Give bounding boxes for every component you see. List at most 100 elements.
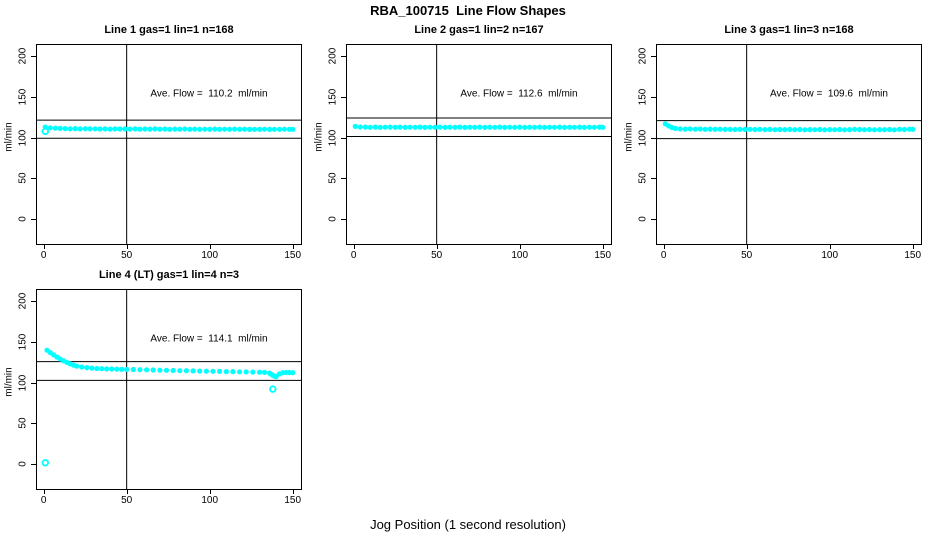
y-tick-label: 200 (17, 47, 29, 64)
data-point (217, 368, 223, 374)
data-point (132, 126, 138, 132)
data-point (512, 124, 518, 130)
data-point (223, 369, 229, 375)
data-point (237, 369, 243, 375)
data-point (437, 124, 443, 130)
data-point (197, 126, 203, 132)
y-tick (31, 341, 36, 343)
outlier-point (269, 385, 277, 393)
data-point (777, 126, 783, 133)
x-tick (292, 244, 294, 249)
data-point (866, 126, 873, 133)
ave-flow-annotation: Ave. Flow = 112.6 ml/min (460, 88, 578, 100)
data-point (407, 124, 413, 130)
x-tick-label: 100 (821, 250, 839, 261)
data-point (507, 124, 513, 130)
ave-flow-annotation: Ave. Flow = 114.1 ml/min (150, 333, 268, 345)
data-point (124, 366, 130, 372)
data-point (266, 126, 273, 132)
data-point (109, 366, 115, 372)
x-tick (436, 244, 438, 249)
data-point (886, 126, 893, 133)
data-point (457, 124, 463, 130)
y-axis-title: ml/min (3, 122, 15, 152)
ave-flow-annotation: Ave. Flow = 109.6 ml/min (770, 88, 888, 100)
data-point (677, 126, 683, 132)
data-point (162, 126, 168, 132)
y-tick-label: 150 (637, 88, 649, 105)
data-point (832, 127, 838, 133)
y-tick-label: 150 (17, 333, 29, 350)
data-point (177, 126, 183, 132)
data-point (387, 124, 393, 130)
data-point (462, 124, 468, 130)
data-point (114, 366, 120, 372)
x-tick-label: 150 (904, 250, 922, 261)
data-point (447, 124, 453, 130)
data-point (89, 365, 95, 371)
data-point (177, 368, 183, 374)
data-point (762, 127, 768, 133)
data-point (362, 124, 368, 130)
outlier-point (41, 127, 49, 136)
figure-title: RBA_100715 Line Flow Shapes (370, 3, 566, 18)
y-tick-label: 50 (17, 417, 29, 430)
y-tick (31, 464, 36, 466)
data-point (74, 363, 80, 369)
y-tick (341, 96, 346, 98)
data-point (767, 126, 773, 132)
data-point (357, 124, 363, 130)
y-tick (341, 219, 346, 221)
data-point (94, 365, 100, 372)
data-point (243, 369, 249, 375)
data-point (107, 126, 113, 132)
data-point (251, 126, 258, 132)
data-point (842, 127, 848, 133)
data-point (697, 126, 703, 132)
data-point (682, 126, 688, 132)
subplot-line-3: Line 3 gas=1 lin=3 n=168 Ave. Flow = 109… (624, 24, 922, 261)
data-point (477, 124, 483, 130)
data-points (42, 124, 296, 132)
ave-flow-annotation: Ave. Flow = 110.2 ml/min (150, 88, 268, 100)
data-point (130, 366, 136, 373)
data-point (202, 126, 208, 132)
y-tick (651, 178, 656, 180)
data-point (707, 126, 713, 132)
y-tick (341, 178, 346, 180)
data-point (152, 126, 158, 132)
data-point (712, 126, 718, 132)
y-tick (651, 137, 656, 139)
subplot-line-4-title: Line 4 (LT) gas=1 lin=4 n=3 (98, 269, 240, 281)
data-points (662, 121, 916, 133)
data-point (246, 126, 253, 132)
data-point (87, 126, 93, 132)
data-point (372, 124, 378, 130)
data-point (144, 367, 150, 373)
x-tick (209, 244, 211, 249)
data-point (452, 124, 458, 130)
data-point (290, 126, 296, 132)
y-tick-label: 150 (327, 88, 339, 105)
x-tick (43, 244, 45, 249)
data-point (187, 126, 193, 132)
data-point (77, 126, 83, 132)
x-tick (602, 244, 604, 249)
data-point (207, 126, 213, 132)
data-point (861, 127, 868, 133)
data-point (871, 127, 878, 133)
data-point (271, 126, 277, 132)
data-point (722, 126, 728, 132)
data-point (752, 126, 758, 133)
plot-canvas (37, 290, 301, 489)
outlier-point (41, 459, 49, 467)
x-tick-label: 50 (431, 250, 443, 261)
x-tick (43, 489, 45, 494)
data-point (290, 370, 296, 376)
data-point (190, 368, 196, 374)
subplot-line-1: Line 1 gas=1 lin=1 n=168 Ave. Flow = 110… (4, 24, 302, 261)
x-tick (663, 244, 665, 249)
y-tick (651, 96, 656, 98)
y-tick-label: 200 (327, 47, 339, 64)
data-point (807, 127, 813, 133)
